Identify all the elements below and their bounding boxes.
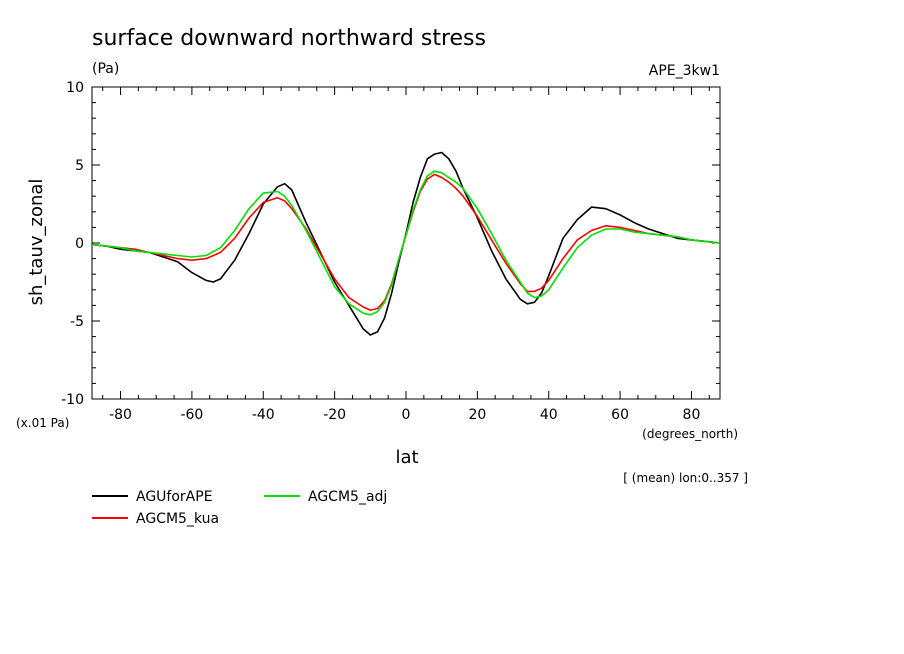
y-tick-label: 0 — [75, 236, 84, 252]
legend-label: AGCM5_kua — [136, 511, 219, 527]
axis-ticks: -80 -60 -40 -20 0 20 40 60 80 -10 -5 0 5 10 — [61, 80, 720, 423]
y-tick-label: -10 — [61, 392, 84, 408]
x-tick-label: -40 — [252, 407, 275, 423]
y-scale-note: (x.01 Pa) — [16, 416, 69, 430]
x-units-label: (degrees_north) — [642, 427, 738, 441]
x-tick-label: 80 — [683, 407, 701, 423]
y-tick-label: 10 — [66, 80, 84, 96]
legend-label: AGCM5_adj — [308, 489, 387, 505]
legend-label: AGUforAPE — [136, 489, 213, 505]
x-tick-label: 40 — [540, 407, 558, 423]
x-tick-label: -80 — [109, 407, 132, 423]
series-line-AGCM5_adj — [91, 170, 721, 316]
chart-units: (Pa) — [92, 61, 119, 77]
plot-area — [91, 86, 721, 400]
x-tick-label: 0 — [402, 407, 411, 423]
x-axis-label: lat — [395, 447, 418, 468]
series-lines — [91, 151, 721, 336]
x-tick-label: -20 — [323, 407, 346, 423]
y-tick-label: -5 — [70, 314, 84, 330]
series-line-AGCM5_kua — [91, 173, 721, 311]
chart-title: surface downward northward stress — [92, 26, 486, 51]
series-line-AGUforAPE — [91, 151, 721, 336]
x-tick-label: 60 — [611, 407, 629, 423]
plot-frame — [91, 86, 721, 400]
x-tick-label: 20 — [468, 407, 486, 423]
mean-note: [ (mean) lon:0..357 ] — [623, 471, 748, 485]
y-tick-label: 5 — [75, 158, 84, 174]
y-axis-label: sh_tauv_zonal — [26, 179, 47, 306]
legend: AGUforAPE AGCM5_kua AGCM5_adj — [92, 489, 387, 527]
experiment-label: APE_3kw1 — [649, 63, 720, 79]
x-tick-label: -60 — [180, 407, 203, 423]
